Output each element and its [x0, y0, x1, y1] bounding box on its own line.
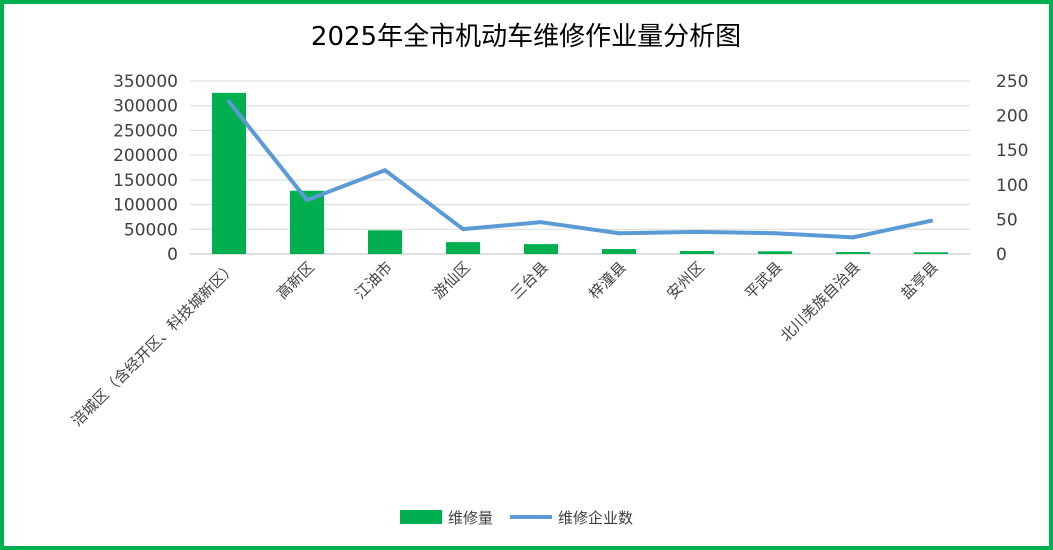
left-tick-label: 250000	[113, 121, 178, 141]
left-tick-label: 0	[167, 245, 178, 265]
right-tick-label: 50	[996, 210, 1018, 230]
line-point	[773, 231, 777, 236]
bar	[368, 230, 402, 254]
line-point	[695, 229, 699, 234]
left-tick-label: 50000	[124, 220, 178, 240]
left-tick-label: 300000	[113, 97, 178, 117]
right-tick-label: 150	[996, 141, 1028, 161]
right-tick-label: 250	[996, 72, 1028, 92]
chart-title: 2025年全市机动车维修作业量分析图	[311, 22, 741, 52]
left-tick-label: 200000	[113, 146, 178, 166]
left-tick-label: 100000	[113, 196, 178, 216]
category-labels: 涪城区（含经开区、科技城新区） 高新区 江油市 游仙区 三台县 梓潼县 安州区 平武县北川羌族…	[68, 258, 942, 430]
bar	[524, 244, 558, 254]
category-label: 安州区	[663, 258, 708, 303]
category-label: 平武县	[741, 258, 786, 303]
bar	[212, 92, 246, 254]
category-label: 三台县	[507, 258, 552, 303]
bar	[836, 252, 870, 254]
left-y-axis: 0 50000 100000 150000 200000 250000 300000 3500…	[113, 72, 178, 265]
bar	[602, 249, 636, 254]
right-y-axis: 0 50 100 150 200 250	[996, 72, 1028, 265]
category-label: 北川羌族自治县	[777, 258, 864, 345]
right-tick-label: 200	[996, 107, 1028, 127]
line-point	[929, 218, 933, 223]
line-point	[227, 99, 231, 104]
legend: 维修量 维修企业数	[400, 509, 633, 527]
line-point	[539, 220, 543, 225]
category-label: 高新区	[273, 258, 318, 303]
bar	[680, 251, 714, 254]
bar	[446, 242, 480, 254]
legend-bar-swatch	[400, 510, 442, 524]
bar	[914, 252, 948, 254]
legend-line-label: 维修企业数	[558, 509, 633, 527]
line-point	[383, 168, 387, 173]
category-label: 涪城区（含经开区、科技城新区）	[68, 258, 240, 430]
right-tick-label: 100	[996, 176, 1028, 196]
category-label: 盐亭县	[897, 258, 942, 303]
left-tick-label: 350000	[113, 72, 178, 92]
bar	[758, 251, 792, 254]
series-line	[227, 99, 933, 240]
line-point	[461, 227, 465, 232]
right-tick-label: 0	[996, 245, 1007, 265]
line-series	[227, 99, 933, 240]
legend-bar-label: 维修量	[448, 509, 493, 527]
line-point	[617, 231, 621, 236]
line-point	[305, 198, 309, 203]
left-tick-label: 150000	[113, 171, 178, 191]
category-label: 游仙区	[429, 258, 474, 303]
bar-series	[212, 92, 948, 254]
category-label: 梓潼县	[585, 258, 630, 303]
category-label: 江油市	[351, 258, 396, 303]
line-point	[851, 235, 855, 240]
